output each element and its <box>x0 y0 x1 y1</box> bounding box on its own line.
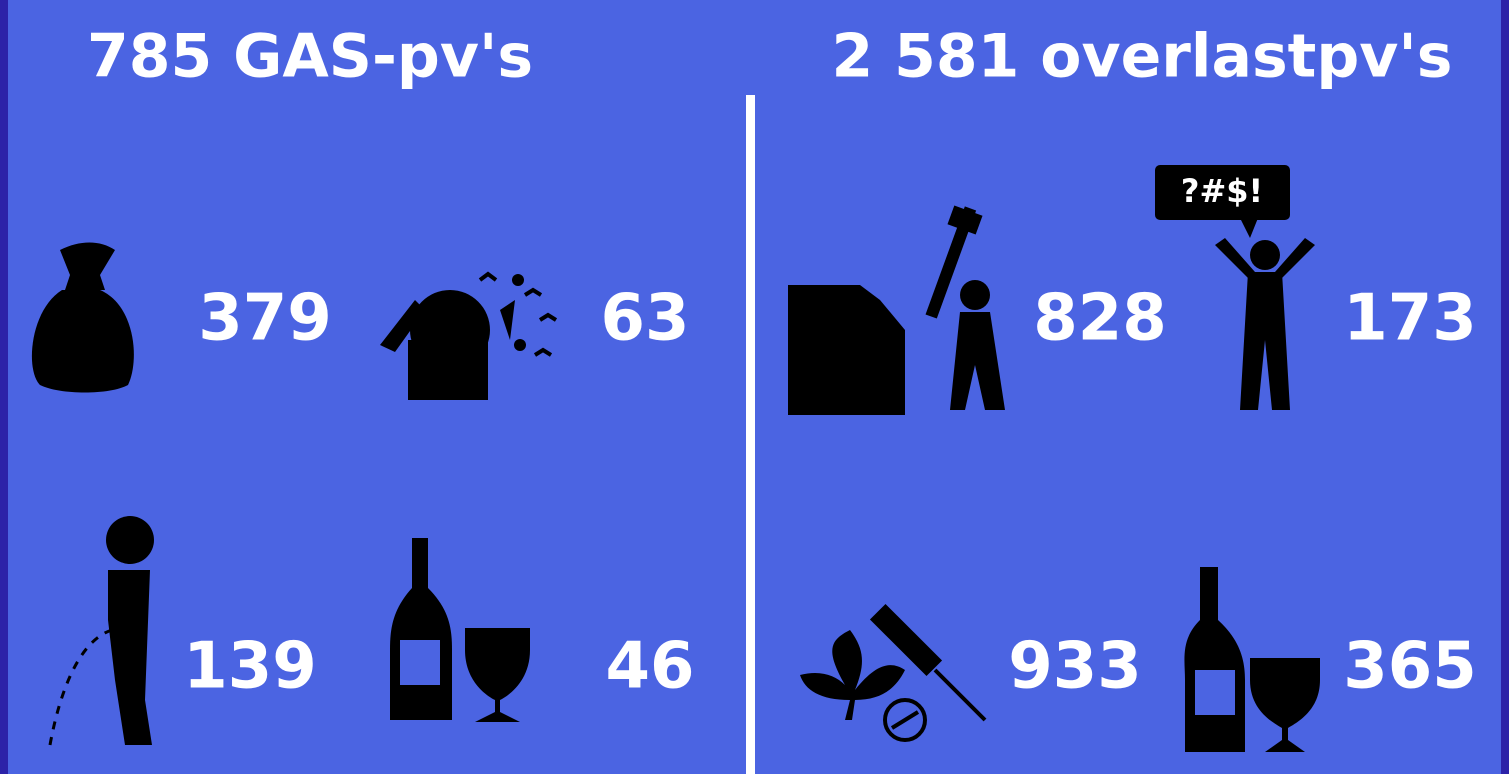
panel-title: 2 581 overlastpv's <box>832 22 1453 92</box>
count: 46 <box>605 630 694 704</box>
icon-garbage <box>31 242 134 393</box>
icon-aggression: ?#$! <box>1155 165 1315 410</box>
icon-urinating <box>48 516 154 746</box>
count: 139 <box>183 630 317 704</box>
count: 63 <box>600 282 689 356</box>
icon-noise <box>380 271 558 400</box>
count: 828 <box>1033 282 1167 356</box>
icon-alcohol <box>390 538 530 722</box>
speech-text: ?#$! <box>1181 172 1263 210</box>
count: 365 <box>1343 630 1477 704</box>
count: 173 <box>1343 282 1477 356</box>
icon-alcohol <box>1184 567 1320 752</box>
count: 933 <box>1008 630 1142 704</box>
panel-title: 785 GAS-pv's <box>87 22 533 92</box>
icon-vandalism <box>788 205 1005 415</box>
count: 379 <box>198 282 332 356</box>
icon-drugs <box>800 603 987 742</box>
divider <box>746 95 755 774</box>
